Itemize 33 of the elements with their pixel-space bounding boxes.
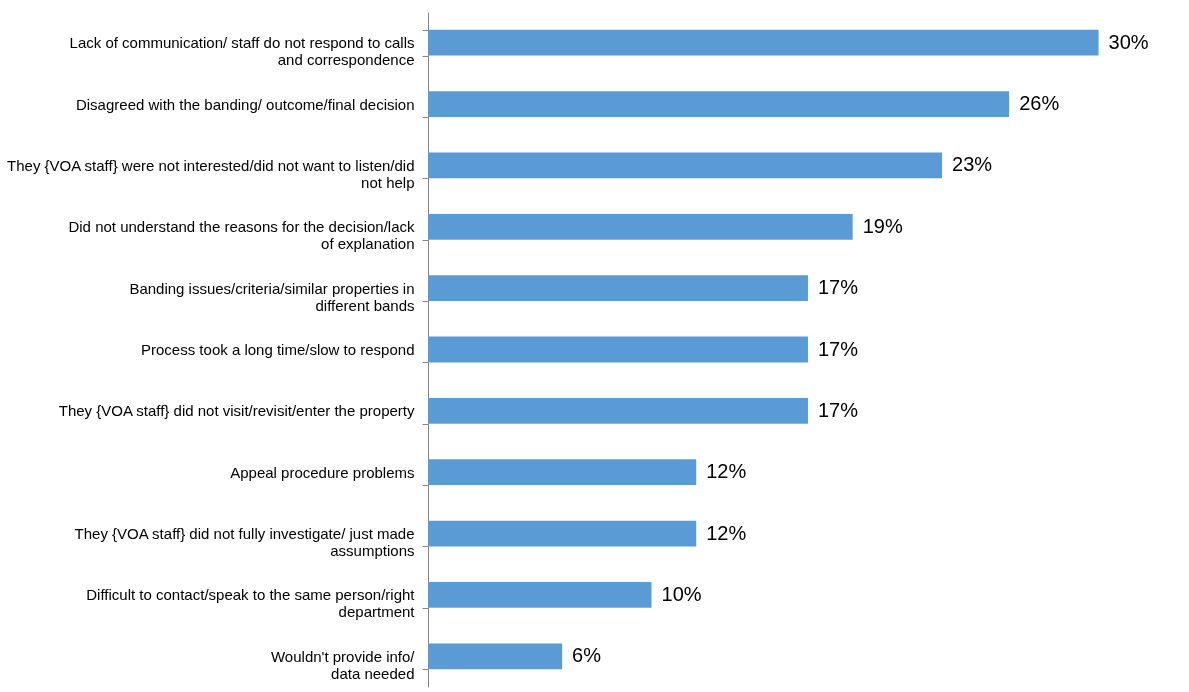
y-tick-label: Lack of communication/ staff do not respond to calls and correspondence: [69, 34, 415, 69]
y-tick-label: They {VOA staff} did not visit/revisit/enter the property: [58, 402, 415, 420]
bar: [428, 213, 853, 240]
data-label: 17%: [817, 337, 859, 360]
data-label: 6%: [572, 644, 602, 667]
data-label: 23%: [952, 153, 993, 176]
bar: [428, 397, 808, 424]
y-tick-label: Process took a long time/slow to respond: [141, 341, 415, 358]
y-tick-label: Wouldn't provide info/ data needed: [270, 647, 416, 682]
data-label: 10%: [661, 582, 702, 605]
y-tick-label: Did not understand the reasons for the decision/lack of explanation: [68, 218, 415, 253]
y-tick-label: Difficult to contact/speak to the same person/right department: [86, 586, 416, 621]
bar: [428, 29, 1099, 56]
data-label: 12%: [706, 521, 747, 544]
y-tick-label: Disagreed with the banding/ outcome/final decision: [75, 95, 415, 113]
data-label: 17%: [817, 276, 859, 299]
y-tick-label: Appeal procedure problems: [230, 463, 415, 481]
bar: [428, 643, 563, 670]
bar: [428, 582, 652, 608]
data-label: 30%: [1108, 30, 1149, 53]
bar: [428, 336, 808, 363]
bar: [428, 459, 697, 486]
bar: [428, 275, 808, 302]
data-label: 12%: [706, 460, 747, 483]
bar: [428, 91, 1010, 117]
bar: [428, 152, 943, 179]
bar: [428, 520, 697, 547]
y-tick-label: Banding issues/criteria/similar properties in different bands: [129, 279, 415, 314]
y-tick-label: They {VOA staff} were not interested/did not want to listen/did not help: [7, 156, 415, 191]
data-label: 26%: [1019, 92, 1060, 115]
y-tick-label: They {VOA staff} did not fully investigate/ just made assumptions: [74, 525, 415, 560]
data-label: 19%: [862, 214, 903, 237]
data-label: 17%: [817, 398, 859, 421]
